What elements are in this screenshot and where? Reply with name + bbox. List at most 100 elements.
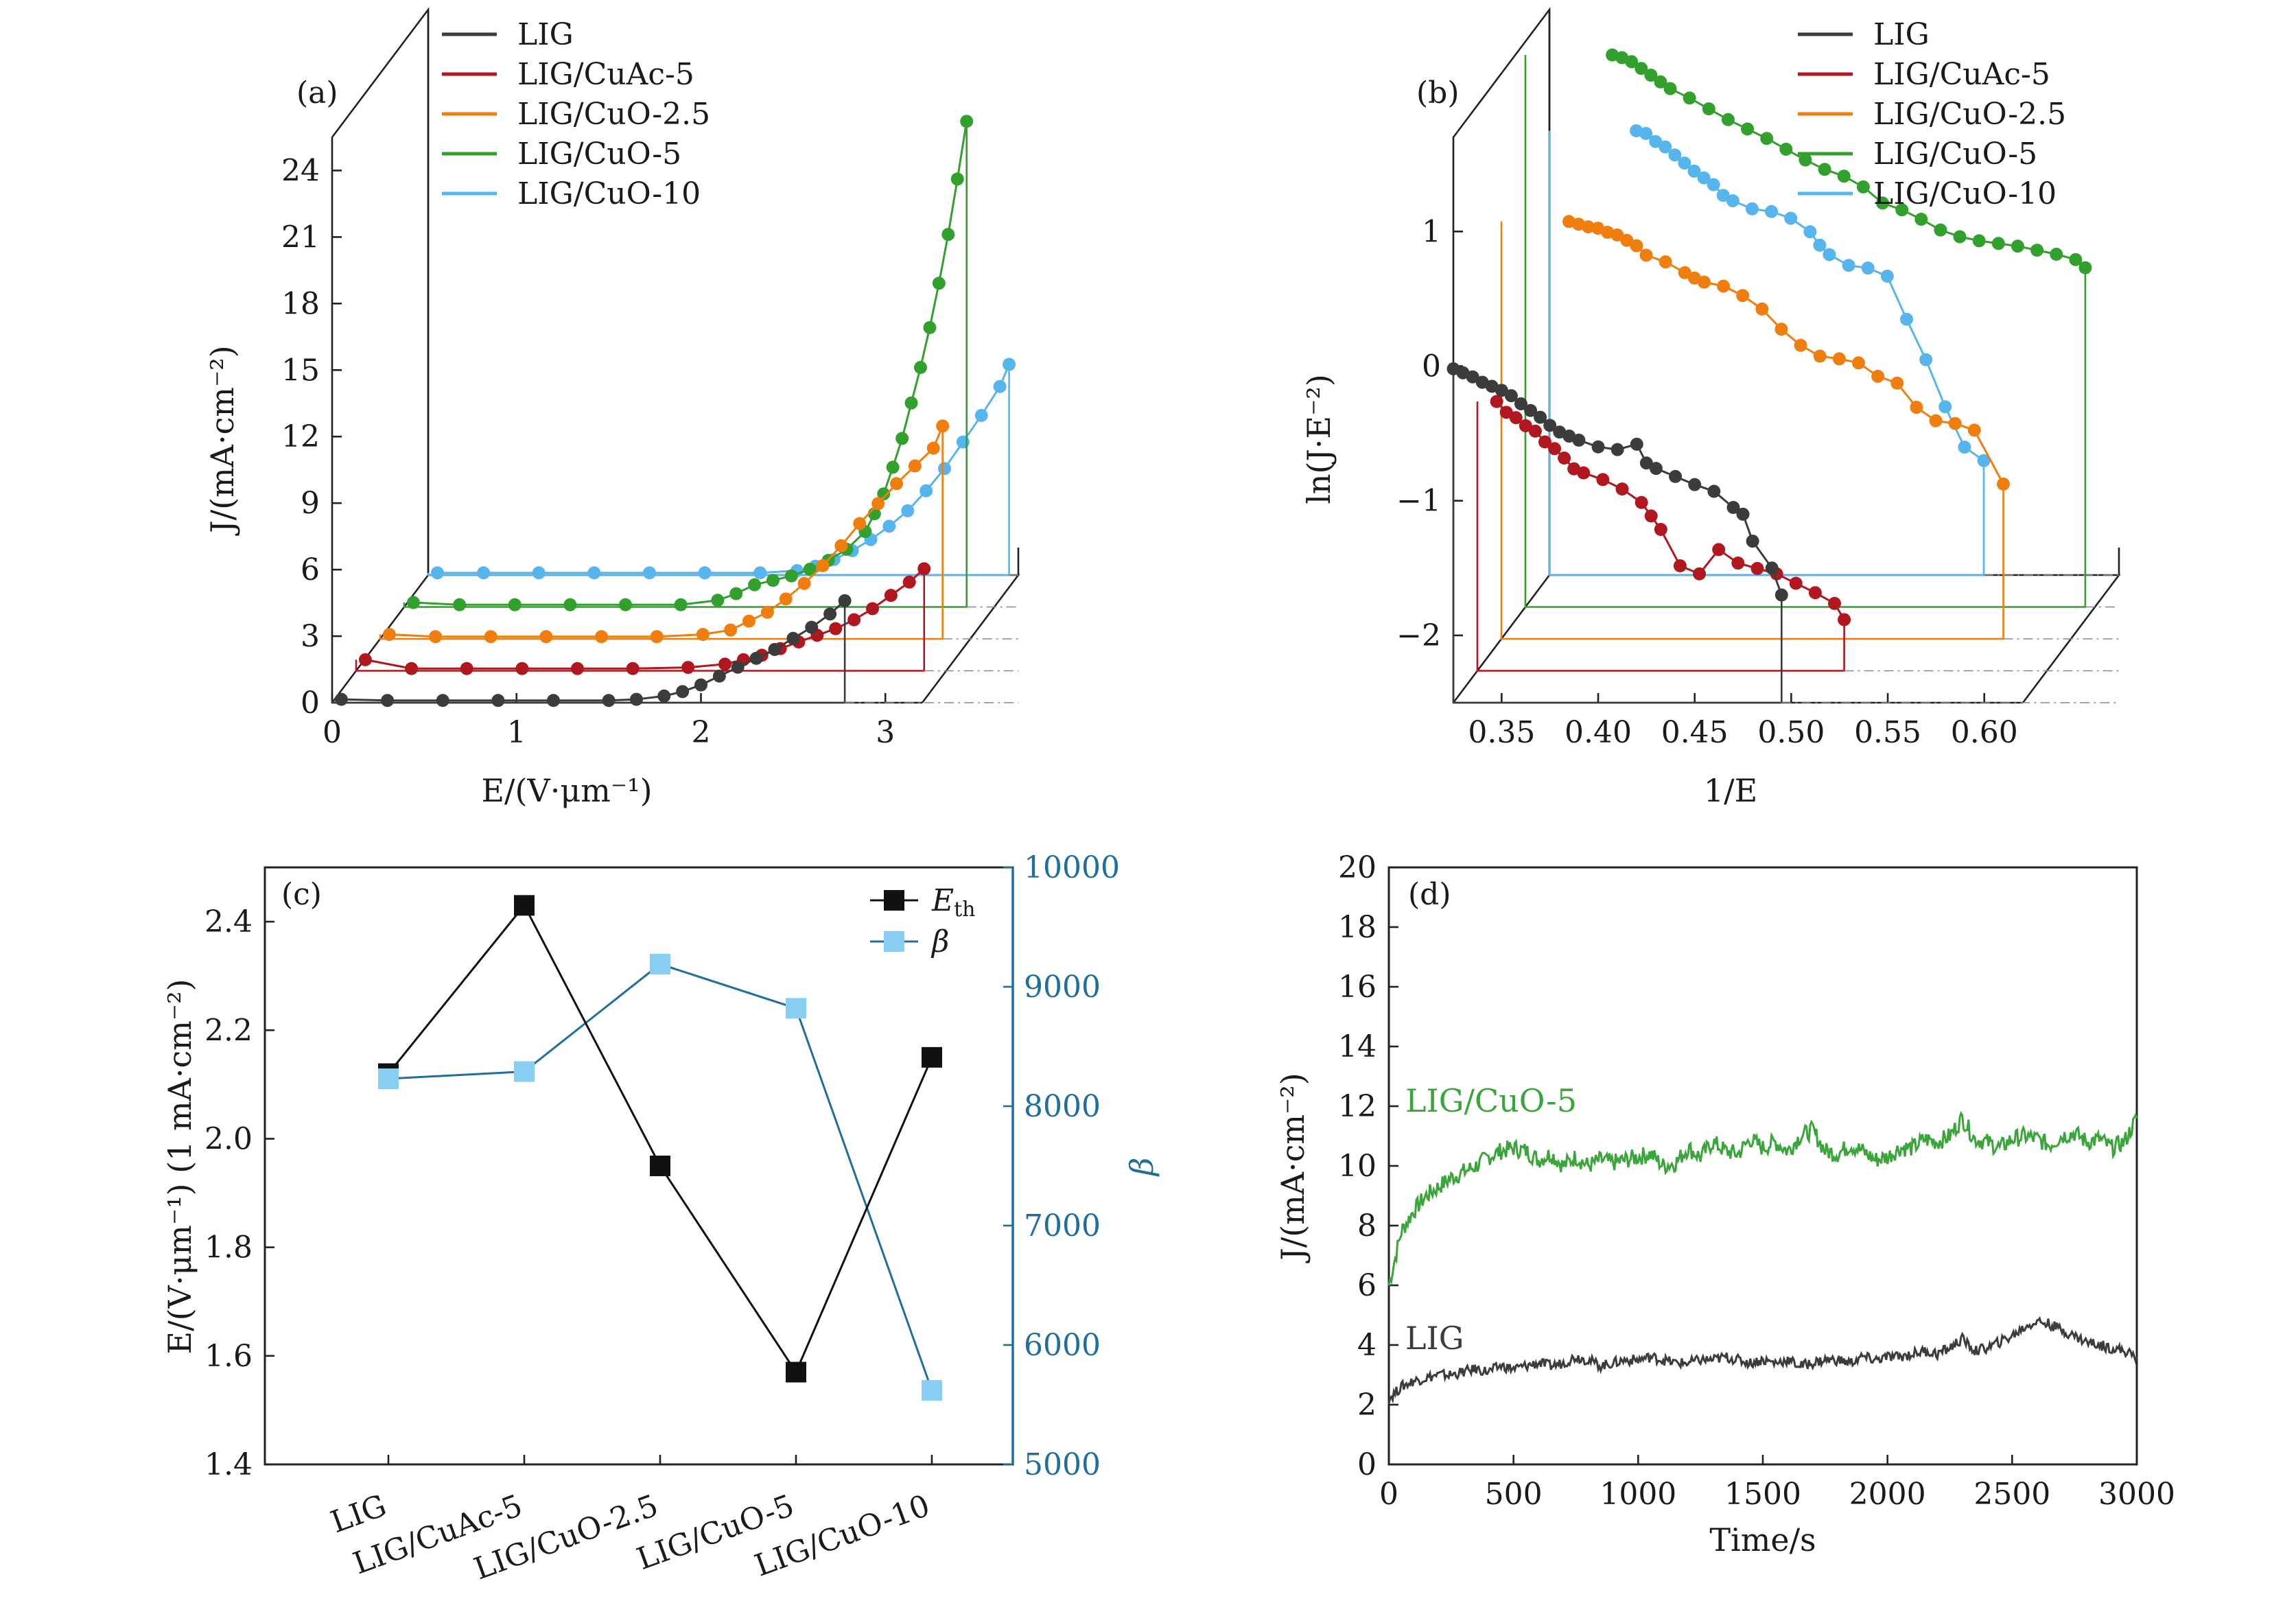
panel-b-x-axis-label: 1/E bbox=[1704, 772, 1757, 809]
a-y-tick-label: 6 bbox=[301, 552, 320, 587]
c-beta-point bbox=[378, 1068, 399, 1089]
b-lig-cuac-5-point bbox=[1731, 557, 1745, 570]
b-lig-cuac-5-point bbox=[1538, 435, 1551, 449]
a-lig-cuo-2-5-point bbox=[595, 630, 608, 644]
b-lig-cuac-5-point bbox=[1596, 473, 1610, 487]
a-lig-cuo-5-point bbox=[406, 596, 420, 609]
a-lig-cuo-5-point bbox=[886, 460, 900, 474]
a-lig-point bbox=[547, 694, 560, 707]
a-lig-cuac-5-line bbox=[365, 568, 925, 670]
d-y-tick-label: 12 bbox=[1338, 1089, 1377, 1124]
b-lig-cuo-10-point bbox=[1880, 269, 1894, 283]
c-x-tick-label: LIG bbox=[326, 1488, 390, 1540]
a-lig-point bbox=[768, 642, 782, 656]
a-legend-label-lig-cuo-2-5: LIG/CuO-2.5 bbox=[517, 97, 710, 132]
panel-c-dual-axis-chart: 1.4 1.6 1.8 2.0 2.2 2.4 5000 6000 7000 8000 9000 10… bbox=[161, 850, 1160, 1587]
b-lig-projection-line bbox=[1452, 369, 1783, 704]
panel-c-left-y-axis-label: E/(V·μm⁻¹) (1 mA·cm⁻²) bbox=[161, 979, 198, 1354]
b-lig-cuo-5-point bbox=[1779, 142, 1793, 156]
a-lig-cuac-5-point bbox=[515, 662, 529, 675]
panel-c-label: (c) bbox=[281, 877, 322, 912]
panel-d-series bbox=[1387, 1110, 2138, 1405]
a-legend-label-lig-cuo-10: LIG/CuO-10 bbox=[517, 176, 701, 211]
b-lig-point bbox=[1707, 484, 1721, 498]
b-lig-cuo-10-point bbox=[1765, 204, 1779, 218]
a-lig-cuo-5-point bbox=[960, 115, 974, 128]
a-lig-cuo-5-point bbox=[877, 487, 891, 501]
b-lig-cuo-10-point bbox=[1639, 126, 1653, 140]
b-lig-point bbox=[1572, 433, 1586, 447]
a-lig-cuo-2-5-point bbox=[742, 614, 755, 628]
b-lig-cuo-10-point bbox=[1668, 148, 1682, 162]
a-lig-cuo-2-5-point bbox=[834, 539, 848, 552]
panel-d-y-axis-label: J/(mA·cm⁻²) bbox=[1274, 1073, 1311, 1263]
b-lig-cuo-5-point bbox=[2011, 239, 2024, 253]
b-lig-cuo-2-5-point bbox=[1852, 356, 1866, 370]
b-lig-cuo-10-projection-line bbox=[1548, 130, 1985, 576]
b-lig-point bbox=[1639, 456, 1653, 470]
c-legend-label-beta: β bbox=[930, 924, 949, 959]
a-lig-point bbox=[381, 694, 395, 707]
b-y-tick-label: −1 bbox=[1396, 484, 1441, 519]
a-y-tick-label: 9 bbox=[301, 486, 320, 521]
b-lig-cuo-5-point bbox=[1654, 75, 1667, 89]
a-lig-point bbox=[629, 692, 643, 706]
b-lig-cuac-5-projection-line bbox=[1476, 401, 1845, 672]
b-lig-point bbox=[1524, 404, 1538, 417]
a-lig-cuac-5-point bbox=[460, 662, 473, 675]
a-lig-cuac-5-point bbox=[718, 657, 731, 671]
a-x-tick-label: 1 bbox=[507, 715, 526, 750]
a-lig-cuac-5-point bbox=[866, 602, 879, 616]
b-lig-cuac-5-point bbox=[1808, 586, 1822, 600]
b-lig-cuo-2-5-point bbox=[1755, 302, 1769, 316]
b-lig-point bbox=[1543, 419, 1557, 432]
b-lig-cuac-5-point bbox=[1654, 523, 1667, 536]
c-eth-point bbox=[514, 895, 535, 916]
a-lig-cuo-10-point bbox=[882, 519, 896, 533]
a-lig-cuo-10-point bbox=[901, 504, 915, 517]
a-lig-cuo-10-point bbox=[993, 379, 1007, 393]
b-lig-cuo-5-projection-line bbox=[1524, 55, 2087, 608]
b-lig-cuo-2-5-point bbox=[1774, 323, 1788, 336]
a-lig-cuo-10-point bbox=[956, 435, 970, 449]
b-lig-cuac-5-point bbox=[1789, 576, 1803, 590]
b-lig-cuo-5-point bbox=[1625, 55, 1639, 69]
b-lig-point bbox=[1774, 588, 1788, 602]
b-lig-cuo-2-5-point bbox=[1659, 255, 1672, 269]
c-eth-point bbox=[786, 1361, 806, 1383]
a-y-tick-label: 18 bbox=[281, 286, 320, 321]
a-lig-cuo-2-5-point bbox=[724, 623, 738, 637]
c-legend-label-eth-subscript: th bbox=[954, 898, 975, 922]
a-lig-cuo-5-point bbox=[729, 587, 743, 600]
b-lig-cuo-2-5-point bbox=[1948, 417, 1962, 430]
c-right-y-tick-label: 8000 bbox=[1024, 1089, 1101, 1124]
b-lig-cuo-10-point bbox=[1726, 194, 1739, 208]
b-lig-cuo-2-5-point bbox=[1630, 239, 1643, 253]
panel-d-axes: 0 500 1000 1500 2000 2500 3000 0 2 4 6 8 10 12 14 16 18 2… bbox=[1338, 850, 2175, 1512]
b-lig-cuo-2-5-point bbox=[1929, 414, 1943, 428]
d-x-tick-label: 2000 bbox=[1849, 1477, 1926, 1512]
a-lig-cuo-10-point bbox=[919, 484, 933, 498]
a-x-tick-label: 0 bbox=[323, 715, 342, 750]
a-lig-cuo-2-5-point bbox=[908, 459, 922, 473]
b-lig-cuac-5-point bbox=[1577, 466, 1591, 480]
b-x-tick-label: 0.35 bbox=[1468, 715, 1535, 750]
a-lig-cuo-10-point bbox=[587, 566, 601, 580]
c-left-y-tick-label: 1.6 bbox=[204, 1339, 253, 1374]
a-lig-cuac-5-point bbox=[829, 622, 843, 635]
b-lig-cuac-5-point bbox=[1490, 395, 1503, 408]
c-eth-line bbox=[387, 903, 933, 1375]
b-lig-cuo-10-point bbox=[1707, 178, 1720, 191]
b-legend-label-lig-cuo-10: LIG/CuO-10 bbox=[1873, 176, 2057, 211]
b-lig-cuo-5-point bbox=[1702, 102, 1715, 116]
a-lig-cuo-5-point bbox=[748, 578, 762, 592]
panel-c-series bbox=[378, 895, 942, 1401]
b-x-tick-label: 0.55 bbox=[1854, 715, 1921, 750]
a-y-tick-label: 0 bbox=[301, 686, 320, 721]
b-lig-cuo-2-5-point bbox=[1832, 352, 1846, 366]
b-lig-cuac-5-point bbox=[1644, 509, 1658, 523]
a-y-tick-label: 24 bbox=[281, 153, 320, 188]
a-lig-point bbox=[491, 694, 505, 707]
d-y-tick-label: 10 bbox=[1338, 1149, 1377, 1184]
